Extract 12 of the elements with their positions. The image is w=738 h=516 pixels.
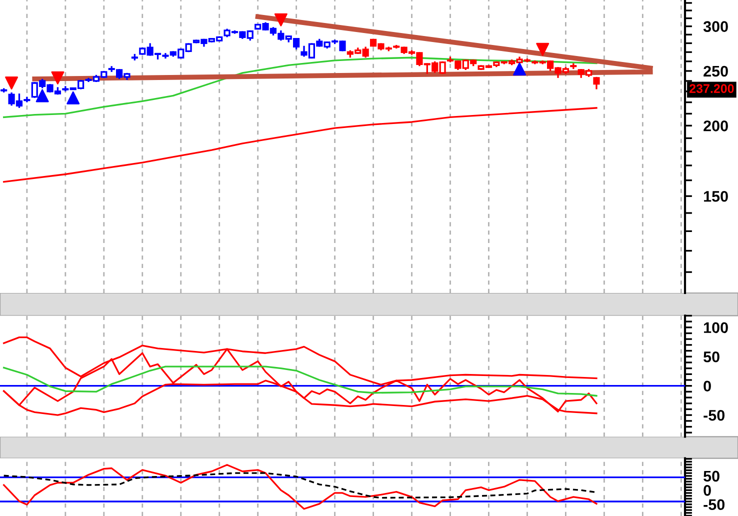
y-tick-label: 0 — [704, 380, 711, 392]
y-tick-label: 300 — [703, 21, 728, 32]
y-tick-label: 0 — [704, 485, 711, 496]
y-tick-label: 50 — [704, 351, 720, 362]
text: 237.200 — [690, 84, 734, 94]
y-tick-label: -50 — [704, 499, 725, 510]
y-tick-label: 50 — [704, 470, 720, 482]
y-tick-label: 200 — [704, 120, 728, 132]
y-tick-label: 150 — [704, 190, 728, 202]
y-tick-label: 250 — [704, 66, 728, 77]
y-tick-label: -50 — [704, 410, 725, 421]
y-tick-label: 100 — [704, 322, 728, 334]
